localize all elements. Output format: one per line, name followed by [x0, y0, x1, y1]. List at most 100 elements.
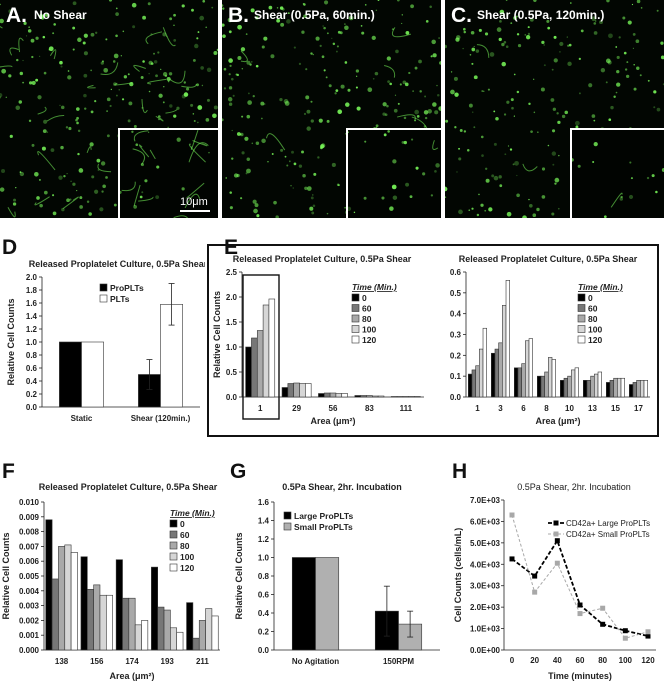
- fluorescent-particle: [415, 166, 419, 170]
- fluorescent-particle: [513, 73, 516, 76]
- chart-h: 0.5Pa Shear, 2hr. Incubation Cell Counts …: [453, 482, 656, 681]
- x-tick-label: 100: [619, 656, 633, 665]
- fluorescent-particle: [273, 200, 277, 205]
- proplatelet-fiber: [133, 64, 146, 72]
- fluorescent-particle: [529, 17, 534, 22]
- legend-swatch: [169, 563, 178, 572]
- fluorescent-particle: [326, 119, 330, 123]
- fluorescent-particle: [43, 71, 47, 75]
- fluorescent-particle: [574, 120, 580, 126]
- fluorescent-particle: [575, 125, 579, 129]
- fluorescent-particle: [290, 184, 292, 187]
- fluorescent-particle: [326, 32, 329, 35]
- fluorescent-particle: [607, 60, 612, 65]
- proplatelet-fiber: [9, 47, 19, 56]
- fluorescent-particle: [438, 106, 441, 111]
- fluorescent-particle: [629, 161, 632, 164]
- fluorescent-particle: [229, 206, 233, 210]
- fluorescent-particle: [76, 189, 78, 192]
- fluorescent-particle: [39, 14, 44, 19]
- fluorescent-particle: [108, 0, 113, 2]
- proplatelet-fiber: [432, 140, 439, 150]
- fluorescent-particle: [275, 215, 279, 218]
- fluorescent-particle: [541, 40, 545, 45]
- bar: [341, 393, 348, 398]
- fluorescent-particle: [533, 111, 536, 114]
- fluorescent-particle: [77, 152, 80, 156]
- fluorescent-particle: [510, 98, 514, 102]
- fluorescent-particle: [42, 129, 47, 134]
- fluorescent-particle: [348, 15, 354, 21]
- fluorescent-particle: [304, 186, 308, 190]
- data-point: [577, 611, 583, 617]
- fluorescent-particle: [489, 52, 495, 57]
- fluorescent-particle: [513, 115, 515, 117]
- y-tick-label: 1.4: [258, 517, 270, 526]
- y-tick-label: 0.002: [19, 616, 40, 625]
- x-tick-label: 17: [634, 404, 643, 413]
- fluorescent-particle: [91, 175, 95, 179]
- fluorescent-particle: [559, 41, 564, 47]
- fluorescent-particle: [298, 62, 302, 66]
- fluorescent-particle: [0, 92, 3, 98]
- fluorescent-particle: [229, 64, 232, 67]
- y-tick-label: 0.0: [226, 393, 238, 402]
- fluorescent-particle: [0, 187, 5, 192]
- fluorescent-particle: [323, 0, 329, 5]
- fluorescent-particle: [615, 91, 618, 94]
- fluorescent-particle: [559, 51, 561, 53]
- bar: [613, 377, 618, 398]
- proplatelet-fiber: [181, 84, 197, 88]
- fluorescent-particle: [463, 27, 466, 31]
- fluorescent-particle: [547, 144, 550, 147]
- bar: [390, 396, 398, 398]
- legend-swatch: [577, 293, 586, 302]
- bar: [408, 396, 415, 398]
- proplatelet-fiber: [114, 82, 133, 86]
- fluorescent-particle: [632, 47, 635, 49]
- legend-title: Time (Min.): [352, 282, 397, 292]
- fluorescent-particle: [546, 19, 550, 23]
- proplatelet-fiber: [133, 184, 141, 207]
- legend-marker: [553, 531, 559, 537]
- fluorescent-particle: [247, 92, 250, 95]
- bar: [134, 624, 142, 651]
- proplatelet-fiber: [240, 50, 248, 63]
- y-tick-label: 3.0E+03: [470, 582, 501, 591]
- fluorescent-particle: [303, 112, 307, 116]
- fluorescent-particle: [27, 29, 32, 33]
- bar: [396, 396, 404, 398]
- fluorescent-particle: [229, 191, 232, 194]
- fluorescent-particle: [397, 102, 400, 105]
- fluorescent-particle: [509, 148, 513, 151]
- fluorescent-particle: [12, 202, 17, 206]
- proplatelet-fiber: [188, 143, 206, 163]
- fluorescent-particle: [336, 45, 339, 48]
- bar: [471, 369, 476, 398]
- fluorescent-particle: [616, 69, 620, 74]
- fluorescent-particle: [79, 205, 83, 209]
- fluorescent-particle: [312, 204, 316, 208]
- fluorescent-particle: [52, 194, 55, 197]
- fluorescent-particle: [456, 171, 458, 173]
- fluorescent-particle: [387, 130, 390, 133]
- x-tick-label: No Agitation: [292, 657, 339, 666]
- legend-label: 80: [588, 314, 598, 324]
- fluorescent-particle: [613, 95, 616, 98]
- fluorescent-particle: [456, 35, 461, 40]
- fluorescent-particle: [431, 39, 436, 45]
- fluorescent-particle: [83, 73, 88, 78]
- fluorescent-particle: [401, 14, 403, 16]
- fluorescent-particle: [646, 176, 650, 180]
- fluorescent-particle: [19, 71, 24, 76]
- fluorescent-particle: [181, 94, 186, 99]
- fluorescent-particle: [254, 15, 259, 20]
- fluorescent-particle: [320, 143, 326, 148]
- fluorescent-particle: [593, 31, 598, 35]
- fluorescent-particle: [516, 15, 518, 18]
- fluorescent-particle: [543, 64, 546, 67]
- fluorescent-particle: [505, 45, 509, 48]
- panel-letter-d: D: [2, 236, 18, 259]
- y-tick-label: 1.2: [258, 535, 270, 544]
- fluorescent-particle: [321, 55, 325, 59]
